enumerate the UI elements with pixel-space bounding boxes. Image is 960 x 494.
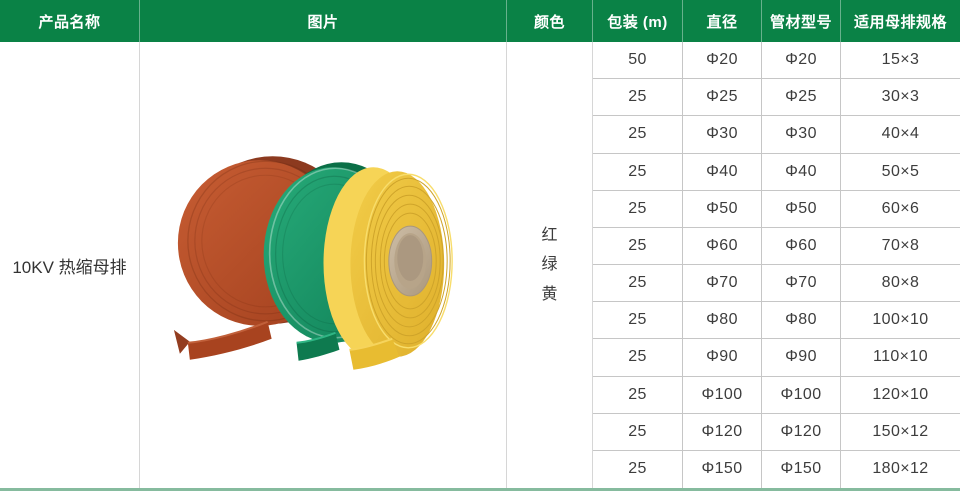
busbar-spec-cell: 30×3: [841, 79, 960, 117]
packing-cell: 25: [593, 116, 683, 154]
busbar-spec-cell: 40×4: [841, 116, 960, 154]
yellow-tail: [349, 337, 400, 370]
busbar-spec-cell: 110×10: [841, 339, 960, 377]
table-body: 10KV 热缩母排: [0, 42, 960, 488]
busbar-spec-cell: 60×6: [841, 191, 960, 228]
busbar-spec-cell: 50×5: [841, 154, 960, 191]
color-option: 红: [541, 226, 558, 244]
diameter-cell: Φ30: [683, 116, 762, 154]
model-cell: Φ80: [762, 302, 841, 340]
header-picture: 图片: [140, 0, 507, 42]
busbar-spec-cell: 15×3: [841, 42, 960, 80]
green-tail: [296, 331, 340, 361]
color-cell: 红绿黄: [507, 42, 593, 488]
model-cell: Φ70: [762, 265, 841, 303]
product-name-text: 10KV 热缩母排: [12, 257, 127, 277]
model-cell: Φ150: [762, 450, 841, 488]
diameter-cell: Φ60: [683, 227, 762, 265]
packing-cell: 25: [593, 302, 683, 340]
model-cell: Φ20: [762, 42, 841, 80]
packing-cell: 25: [593, 79, 683, 117]
model-cell: Φ25: [762, 79, 841, 117]
busbar-spec-cell: 120×10: [841, 377, 960, 414]
header-diameter: 直径: [683, 0, 762, 42]
packing-cell: 25: [593, 265, 683, 303]
packing-cell: 25: [593, 339, 683, 377]
diameter-cell: Φ70: [683, 265, 762, 303]
diameter-cell: Φ120: [683, 413, 762, 451]
product-name-cell: 10KV 热缩母排: [0, 42, 140, 488]
model-cell: Φ50: [762, 190, 841, 228]
diameter-cell: Φ100: [683, 376, 762, 414]
busbar-spec-cell: 70×8: [841, 228, 960, 265]
packing-cell: 25: [593, 413, 683, 451]
color-option: 黄: [541, 285, 558, 303]
header-color: 颜色: [507, 0, 593, 42]
model-cell: Φ120: [762, 413, 841, 451]
model-cell: Φ60: [762, 227, 841, 265]
diameter-cell: Φ20: [683, 42, 762, 80]
model-cell: Φ40: [762, 153, 841, 191]
packing-cell: 25: [593, 227, 683, 265]
packing-cell: 25: [593, 190, 683, 228]
packing-cell: 50: [593, 42, 683, 80]
header-pipe-model: 管材型号: [762, 0, 841, 42]
model-cell: Φ100: [762, 376, 841, 414]
busbar-spec-cell: 150×12: [841, 414, 960, 451]
bottom-accent-line: [0, 488, 960, 491]
model-cell: Φ90: [762, 339, 841, 377]
yellow-roll: [323, 167, 453, 359]
busbar-spec-cell: 80×8: [841, 265, 960, 303]
packing-cell: 25: [593, 450, 683, 488]
busbar-spec-cell: 180×12: [872, 460, 929, 478]
diameter-cell: Φ90: [683, 339, 762, 377]
red-tail: [173, 320, 272, 360]
diameter-cell: Φ40: [683, 153, 762, 191]
header-product-name: 产品名称: [0, 0, 140, 42]
header-packing: 包装 (m): [593, 0, 683, 42]
color-option: 绿: [541, 256, 558, 274]
table-header: 产品名称 图片 颜色 包装 (m) 直径 管材型号 适用母排规格: [0, 0, 960, 42]
model-cell: Φ30: [762, 116, 841, 154]
diameter-cell: Φ25: [683, 79, 762, 117]
packing-cell: 25: [593, 153, 683, 191]
diameter-cell: Φ150: [683, 450, 762, 488]
header-busbar-spec: 适用母排规格: [853, 13, 947, 31]
product-photo-heat-shrink-rolls: [173, 156, 453, 370]
spec-grid: 50 Φ20 Φ20 15×3 25 Φ25 Φ25 30×3 25 Φ30 Φ30 40×4 25 Φ4…: [593, 42, 960, 488]
busbar-spec-cell: 100×10: [841, 302, 960, 340]
packing-cell: 25: [593, 376, 683, 414]
diameter-cell: Φ50: [683, 190, 762, 228]
product-image-cell: [140, 42, 507, 488]
diameter-cell: Φ80: [683, 302, 762, 340]
